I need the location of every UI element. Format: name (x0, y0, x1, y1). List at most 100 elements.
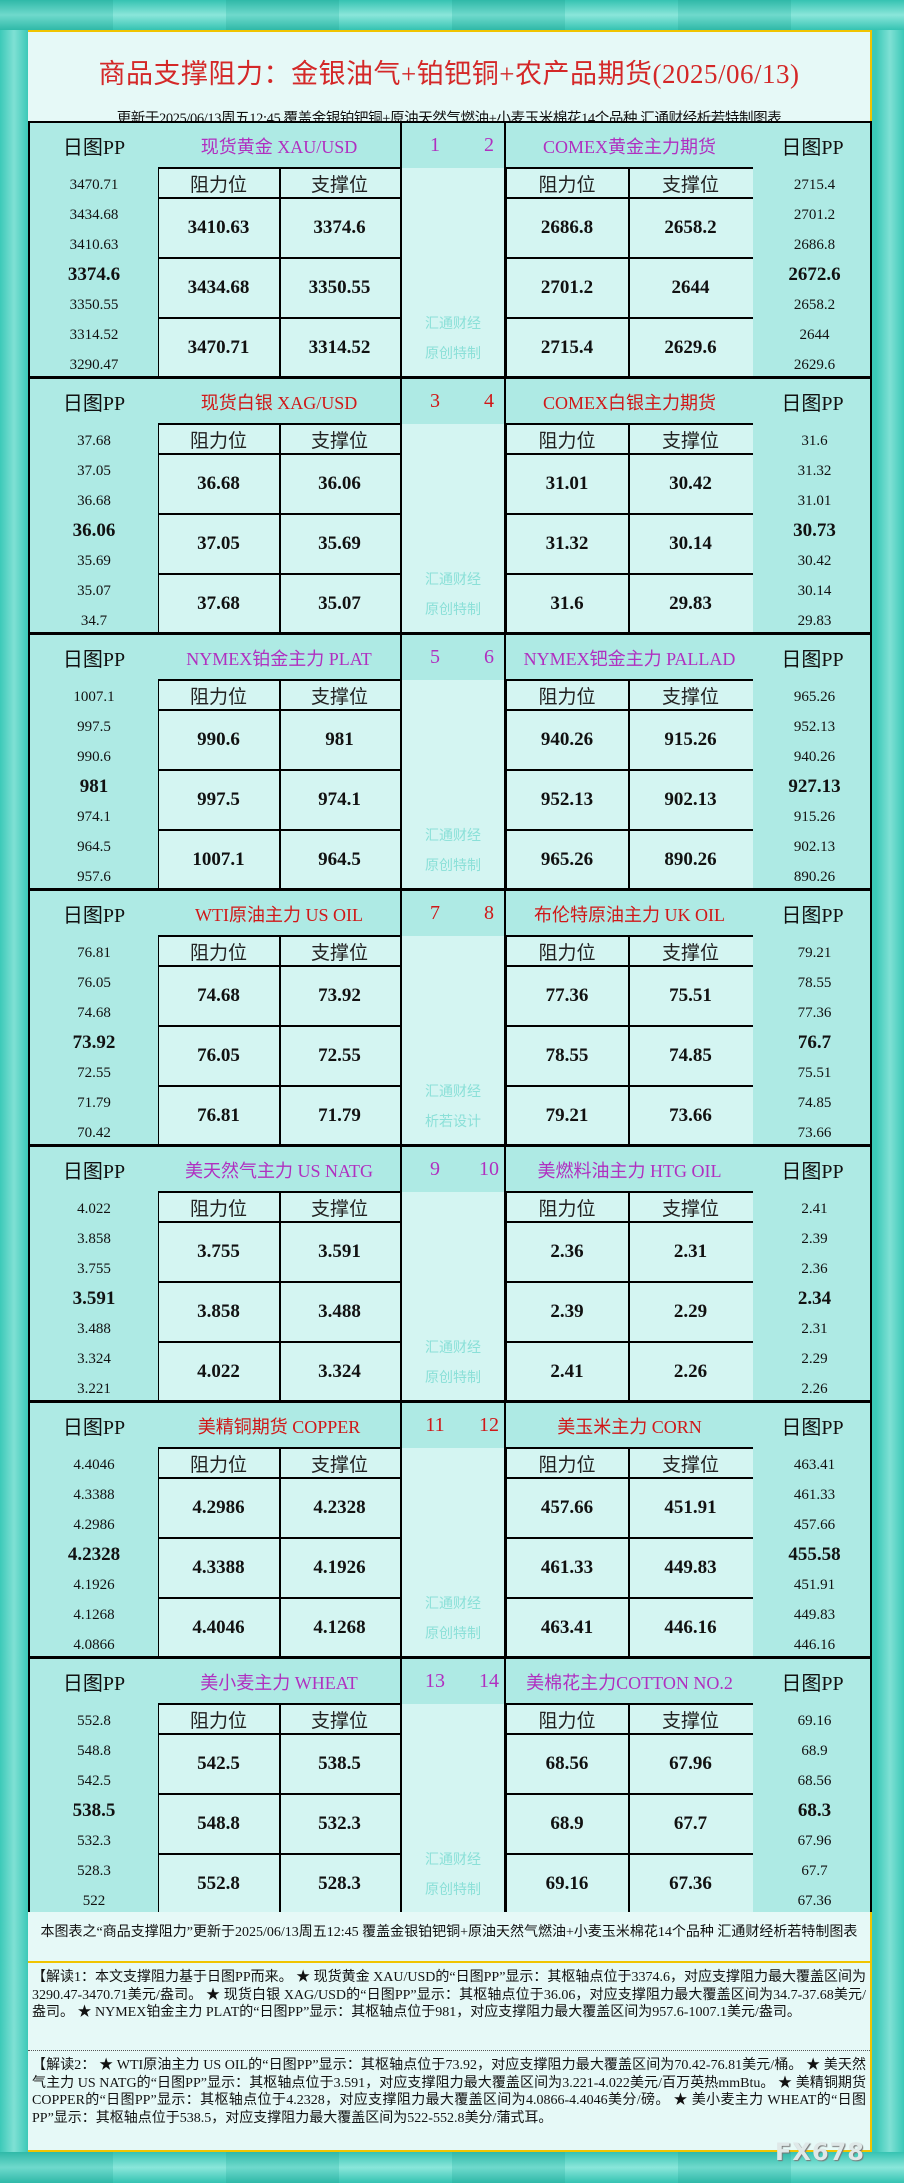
pp-level-value: 3.858 (77, 1230, 111, 1247)
instrument-name-right: 美棉花主力COTTON NO.2 (526, 1672, 733, 1693)
resist-header: 阻力位 (189, 174, 247, 196)
pp-level-value: 78.55 (797, 974, 832, 991)
instrument-name-right: 布伦特原油主力 UK OIL (534, 904, 725, 925)
resist-value: 552.8 (197, 1873, 240, 1894)
pp-level-value: 2701.2 (793, 206, 836, 223)
resist-value: 2715.4 (540, 337, 594, 358)
section-number-right: 4 (484, 390, 494, 412)
pp-level-value: 2.29 (801, 1350, 828, 1367)
pp-level-value: 2.31 (801, 1320, 828, 1337)
resist-header: 阻力位 (538, 174, 596, 196)
resist-value: 74.68 (197, 985, 240, 1006)
support-header: 支撑位 (310, 942, 368, 964)
center-column (400, 424, 506, 632)
pp-level-value: 4.3388 (73, 1486, 115, 1503)
pp-level-value: 69.16 (797, 1712, 832, 1729)
section-number-left: 7 (430, 902, 440, 924)
pp-level-value: 997.5 (77, 718, 111, 735)
column-line (279, 936, 281, 1144)
pp-level-value: 35.07 (77, 582, 111, 599)
pp-header-right: 日图PP (781, 1673, 844, 1695)
pivot-point-value: 538.5 (72, 1800, 116, 1821)
resist-value: 997.5 (197, 789, 240, 810)
pp-level-value: 3.221 (77, 1380, 111, 1397)
support-value: 73.66 (669, 1105, 712, 1126)
section-number-right: 10 (479, 1158, 499, 1180)
commodity-section: 日图PP 现货黄金 XAU/USD 1 2 COMEX黄金主力期货 日图PP 汇通财经 原创特… (30, 123, 870, 379)
support-value: 2.29 (673, 1301, 708, 1322)
resist-header: 阻力位 (538, 1198, 596, 1220)
commodity-section: 日图PP 美小麦主力 WHEAT 13 14 美棉花主力COTTON NO.2 日图PP 汇… (30, 1659, 870, 1915)
resist-value: 36.68 (197, 473, 240, 494)
resist-value: 68.9 (550, 1813, 584, 1834)
pp-header-left: 日图PP (62, 1161, 126, 1183)
support-value: 3.591 (318, 1241, 361, 1262)
support-value: 4.1268 (313, 1617, 366, 1638)
pp-level-value: 4.2986 (73, 1516, 115, 1533)
pp-level-value: 990.6 (77, 748, 111, 765)
watermark-line-1: 汇通财经 (425, 1597, 481, 1612)
support-value: 4.2328 (313, 1497, 366, 1518)
support-value: 4.1926 (313, 1557, 366, 1578)
support-value: 974.1 (318, 789, 361, 810)
bottom-border (0, 2152, 904, 2183)
resist-value: 952.13 (540, 789, 594, 810)
support-value: 915.26 (664, 729, 717, 750)
pivot-point-value: 76.7 (797, 1032, 832, 1053)
instrument-name-right: NYMEX钯金主力 PALLAD (523, 648, 736, 669)
support-header: 支撑位 (310, 686, 368, 708)
instrument-name-left: 美天然气主力 US NATG (184, 1160, 373, 1181)
pp-level-value: 902.13 (793, 838, 836, 855)
title-box: 商品支撑阻力：金银油气+铂钯铜+农产品期货(2025/06/13) 更新于202… (28, 30, 872, 127)
pp-level-value: 77.36 (797, 1004, 832, 1021)
pp-level-value: 4.0866 (73, 1636, 115, 1653)
top-border (0, 0, 904, 30)
pp-level-value: 542.5 (77, 1772, 111, 1789)
resist-value: 3470.71 (187, 337, 250, 358)
resist-value: 31.01 (545, 473, 589, 494)
pp-header-right: 日图PP (781, 137, 844, 159)
support-value: 2644 (671, 277, 710, 298)
section-number-left: 3 (430, 390, 440, 412)
pp-level-value: 461.33 (793, 1486, 836, 1503)
pp-level-value: 4.022 (77, 1200, 111, 1217)
pivot-point-value: 3374.6 (67, 264, 121, 285)
center-divider-left (400, 635, 402, 680)
resist-value: 79.21 (545, 1105, 589, 1126)
resist-value: 4.022 (197, 1361, 240, 1382)
support-header: 支撑位 (661, 1198, 719, 1220)
column-line (628, 1448, 630, 1656)
column-line (279, 1704, 281, 1912)
pp-level-value: 446.16 (793, 1636, 836, 1653)
support-header: 支撑位 (661, 430, 719, 452)
instrument-name-left: WTI原油主力 US OIL (195, 904, 363, 925)
page-title: 商品支撑阻力：金银油气+铂钯铜+农产品期货(2025/06/13) (98, 59, 800, 89)
pp-header-right: 日图PP (781, 1417, 844, 1439)
section-number-right: 6 (484, 646, 494, 668)
support-value: 3374.6 (313, 217, 366, 238)
resist-value: 461.33 (540, 1557, 594, 1578)
instrument-name-left: 美精铜期货 COPPER (197, 1416, 361, 1437)
support-value: 30.42 (669, 473, 712, 494)
section-number-left: 13 (425, 1670, 445, 1692)
resist-header: 阻力位 (538, 686, 596, 708)
resist-value: 2686.8 (540, 217, 594, 238)
pp-level-value: 3350.55 (69, 296, 119, 313)
center-divider-left (400, 891, 402, 936)
support-value: 451.91 (664, 1497, 717, 1518)
support-header: 支撑位 (661, 686, 719, 708)
pp-header-left: 日图PP (62, 649, 126, 671)
pp-header-left: 日图PP (62, 393, 126, 415)
pp-level-value: 4.1268 (73, 1606, 115, 1623)
watermark-line-2: 原创特制 (425, 347, 481, 362)
center-divider-right (504, 123, 506, 168)
pp-header-right: 日图PP (781, 393, 844, 415)
pivot-point-value: 455.58 (788, 1544, 841, 1565)
support-value: 36.06 (318, 473, 361, 494)
pivot-point-value: 4.2328 (67, 1544, 121, 1565)
pp-level-value: 965.26 (793, 688, 836, 705)
resist-value: 3.858 (197, 1301, 240, 1322)
support-value: 902.13 (664, 789, 717, 810)
resist-header: 阻力位 (538, 942, 596, 964)
pp-level-value: 4.4046 (73, 1456, 115, 1473)
